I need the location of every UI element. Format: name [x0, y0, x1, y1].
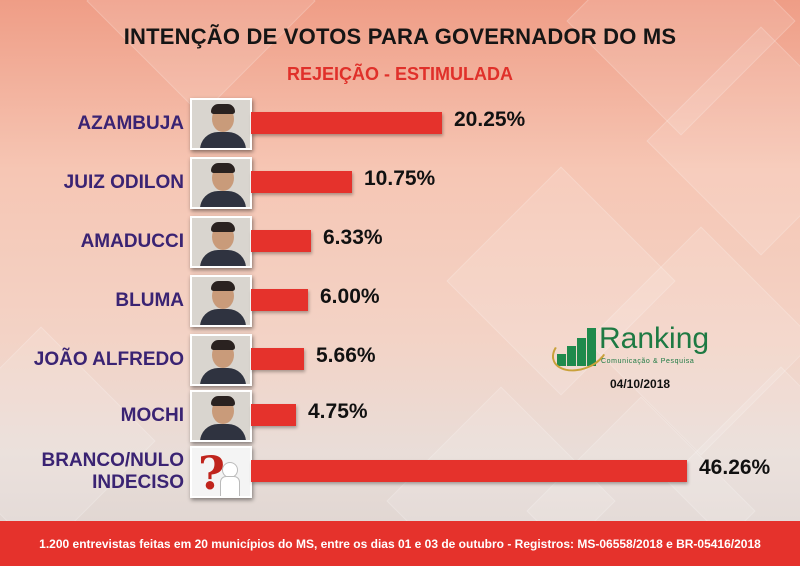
value-label: 6.00%: [320, 285, 380, 308]
bar: [251, 171, 352, 193]
candidate-photo: [190, 157, 252, 209]
footer-text: 1.200 entrevistas feitas em 20 município…: [39, 536, 761, 551]
bar-row: JOÃO ALFREDO 5.66%: [0, 334, 800, 386]
bar: [251, 460, 687, 482]
ranking-logo: Ranking Comunicação & Pesquisa: [546, 320, 725, 379]
candidate-label: MOCHI: [120, 405, 184, 426]
candidate-label: BLUMA: [115, 290, 184, 311]
bar: [251, 404, 296, 426]
chart-title: INTENÇÃO DE VOTOS PARA GOVERNADOR DO MS: [123, 24, 677, 49]
candidate-label: AMADUCCI: [80, 231, 184, 252]
bar-row: AZAMBUJA 20.25%: [0, 98, 800, 150]
chart-subtitle: REJEIÇÃO - ESTIMULADA: [286, 64, 513, 84]
logo-name: Ranking: [599, 322, 710, 355]
bar-row: BRANCO/NULO INDECISO? 46.26%: [0, 446, 800, 498]
bar-row: AMADUCCI 6.33%: [0, 216, 800, 268]
logo-steps-icon: [555, 326, 599, 366]
bar-row: JUIZ ODILON 10.75%: [0, 157, 800, 209]
bar: [251, 348, 304, 370]
bar: [251, 230, 311, 252]
value-label: 20.25%: [454, 108, 526, 131]
value-label: 6.33%: [323, 226, 383, 249]
question-mark-icon: ?: [190, 446, 252, 498]
value-label: 10.75%: [364, 167, 436, 190]
footer-banner: 1.200 entrevistas feitas em 20 município…: [0, 521, 800, 566]
value-label: 46.26%: [699, 456, 771, 479]
bar-row: BLUMA 6.00%: [0, 275, 800, 327]
candidate-label: JUIZ ODILON: [63, 172, 184, 193]
candidate-label: AZAMBUJA: [77, 113, 184, 134]
candidate-photo: [190, 216, 252, 268]
candidate-photo: [190, 334, 252, 386]
bar-row: MOCHI 4.75%: [0, 390, 800, 442]
value-label: 5.66%: [316, 344, 376, 367]
logo-tagline: Comunicação & Pesquisa: [601, 358, 695, 365]
candidate-label: JOÃO ALFREDO: [33, 349, 184, 370]
candidate-photo: [190, 98, 252, 150]
bar: [251, 289, 308, 311]
survey-date: 04/10/2018: [610, 377, 671, 391]
candidate-photo: [190, 390, 252, 442]
candidate-label: BRANCO/NULO INDECISO: [41, 450, 185, 493]
bar: [251, 112, 442, 134]
candidate-photo: [190, 275, 252, 327]
value-label: 4.75%: [308, 400, 368, 423]
